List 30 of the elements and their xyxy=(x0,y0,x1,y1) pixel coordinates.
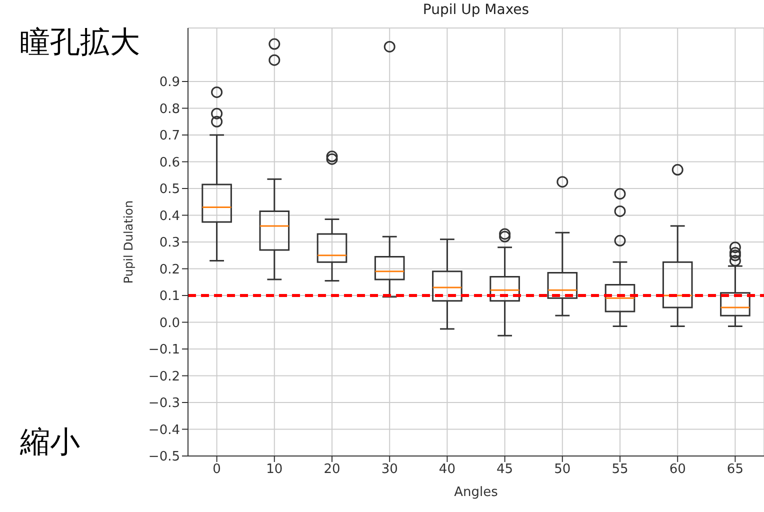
y-tick-label: 0.7 xyxy=(159,128,180,144)
x-tick-label: 60 xyxy=(669,462,686,478)
x-tick-label: 0 xyxy=(212,462,221,478)
y-tick-label: 0.4 xyxy=(159,208,180,224)
x-tick-label: 50 xyxy=(554,462,571,478)
y-tick-label: −0.5 xyxy=(148,450,180,465)
x-axis-title: Angles xyxy=(454,485,498,500)
x-tick-label: 20 xyxy=(324,462,340,478)
y-tick-label: −0.3 xyxy=(148,396,180,412)
y-tick-label: 0.3 xyxy=(159,236,180,251)
y-tick-label: 0.2 xyxy=(159,262,180,278)
y-tick-label: −0.2 xyxy=(148,369,180,384)
text: 瞳孔拡大 xyxy=(20,24,140,62)
y-tick-label: 0.0 xyxy=(159,316,180,331)
x-tick-label: 55 xyxy=(612,462,628,478)
y-tick-label: 0.9 xyxy=(159,75,180,90)
x-tick-label: 65 xyxy=(726,462,744,478)
x-tick-label: 40 xyxy=(438,462,456,478)
y-tick-label: 0.5 xyxy=(159,182,180,198)
y-tick-label: 0.6 xyxy=(159,155,180,170)
x-tick-label: 30 xyxy=(381,462,398,478)
y-tick-label: 0.8 xyxy=(159,102,180,117)
y-tick-label: −0.4 xyxy=(148,422,180,438)
text: 縮小 xyxy=(20,424,80,462)
y-axis-title: Pupil Dulation xyxy=(121,200,136,284)
y-tick-label: −0.1 xyxy=(148,342,180,358)
chart-title: Pupil Up Maxes xyxy=(422,2,530,18)
y-tick-label: 0.1 xyxy=(159,289,180,304)
x-tick-label: 10 xyxy=(266,462,283,478)
x-tick-label: 45 xyxy=(496,462,514,478)
